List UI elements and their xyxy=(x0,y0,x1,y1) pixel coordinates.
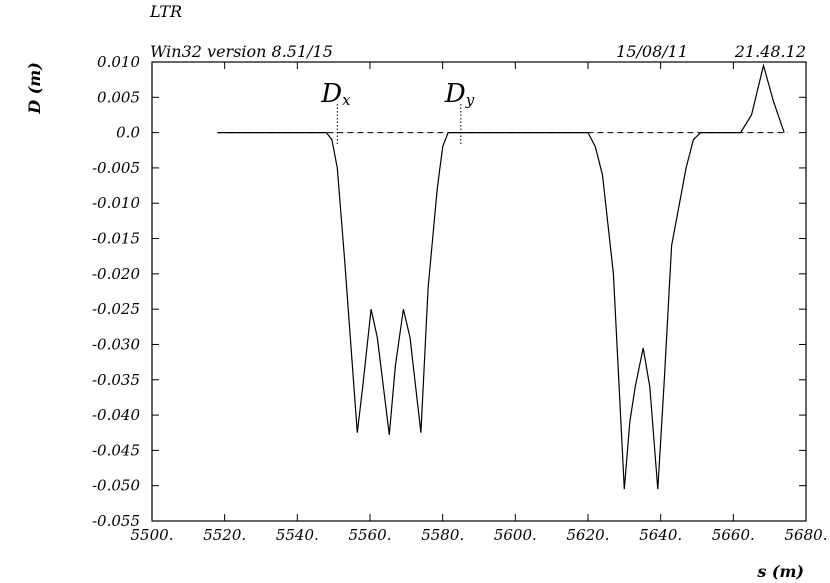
x-tick-label: 5680. xyxy=(785,526,828,544)
x-tick-label: 5560. xyxy=(349,526,392,544)
x-tick-label: 5520. xyxy=(203,526,246,544)
x-axis-label: s (m) xyxy=(756,562,804,581)
y-tick-label: -0.040 xyxy=(92,406,140,424)
program-label: LTR xyxy=(149,2,182,21)
y-tick-label: 0.0 xyxy=(116,124,140,142)
y-tick-label: -0.030 xyxy=(92,335,140,353)
x-axis: 5500. 5520. 5540. 5560. 5580. 5600. 5620. 5640.… xyxy=(131,62,828,544)
y-tick-label: -0.025 xyxy=(92,300,140,318)
y-tick-label: 0.005 xyxy=(97,88,140,106)
version-label: Win32 version 8.51/15 xyxy=(150,42,333,61)
y-tick-label: -0.010 xyxy=(92,194,140,212)
series-line xyxy=(217,63,785,490)
date-label: 15/08/11 xyxy=(616,42,688,61)
y-axis-label: D (m) xyxy=(25,62,44,115)
x-tick-label: 5640. xyxy=(639,526,682,544)
time-label: 21.48.12 xyxy=(734,42,806,61)
x-tick-label: 5660. xyxy=(712,526,755,544)
x-tick-label: 5580. xyxy=(421,526,464,544)
plot-frame xyxy=(151,61,807,522)
x-tick-label: 5620. xyxy=(567,526,610,544)
annotation-label: Dx xyxy=(320,79,351,109)
y-tick-label: -0.045 xyxy=(92,441,140,459)
x-tick-label: 5540. xyxy=(276,526,319,544)
y-axis: 0.010 0.005 0.0 -0.005 -0.010 -0.015 -0.020 -0.… xyxy=(92,53,806,530)
x-tick-label: 5500. xyxy=(131,526,174,544)
y-tick-label: -0.035 xyxy=(92,371,140,389)
y-tick-label: -0.015 xyxy=(92,230,140,248)
y-tick-label: -0.050 xyxy=(92,477,140,495)
y-tick-label: 0.010 xyxy=(97,53,140,71)
annotation-label: Dy xyxy=(444,79,475,109)
y-tick-label: -0.005 xyxy=(92,159,140,177)
y-tick-label: -0.055 xyxy=(92,512,140,530)
x-tick-label: 5600. xyxy=(494,526,537,544)
y-tick-label: -0.020 xyxy=(92,265,140,283)
annotations: Dx Dy xyxy=(320,79,475,145)
